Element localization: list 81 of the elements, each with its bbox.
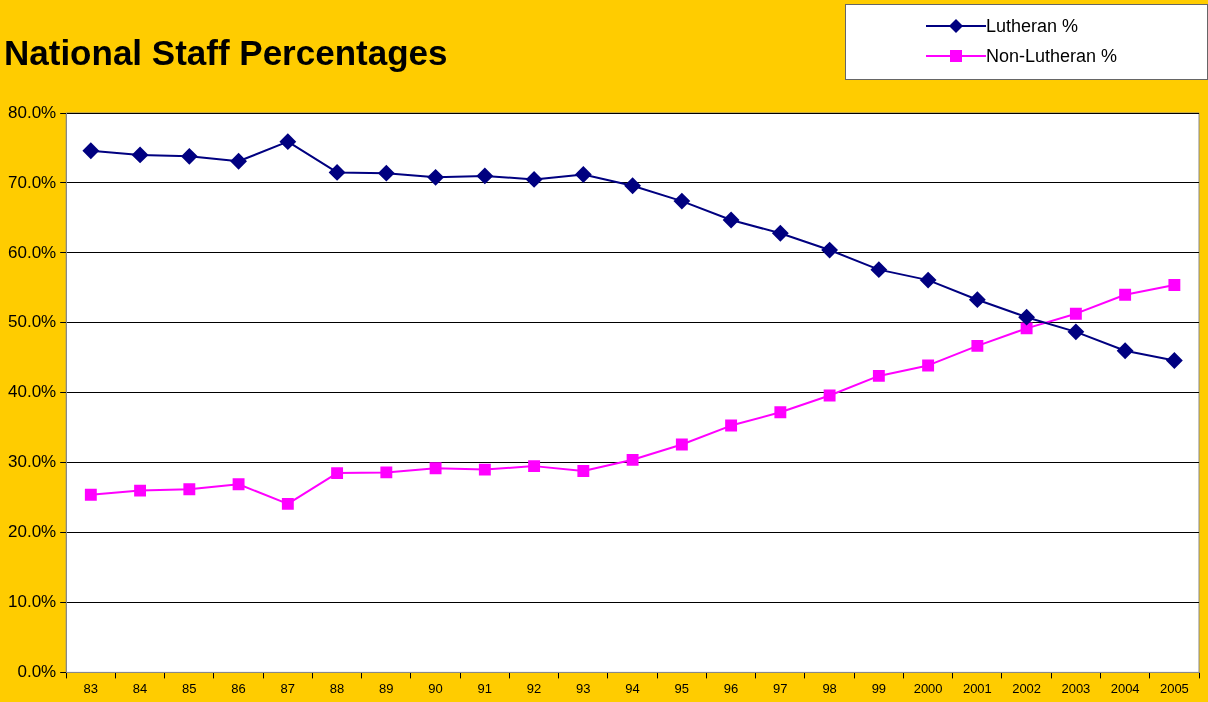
point	[1067, 323, 1084, 340]
point	[1018, 309, 1035, 326]
x-tick-label: 2001	[962, 680, 992, 696]
y-tick-label: 60.0%	[8, 242, 57, 262]
x-tick-label: 2003	[1061, 680, 1091, 696]
point	[626, 453, 639, 466]
x-tick-label: 88	[329, 680, 345, 696]
y-tick-label: 80.0%	[8, 102, 57, 122]
point	[723, 211, 740, 228]
point	[476, 167, 493, 184]
point	[478, 463, 491, 476]
x-tick-label: 83	[83, 680, 99, 696]
point	[922, 359, 935, 372]
point	[132, 146, 149, 163]
y-tick-label: 50.0%	[8, 312, 57, 332]
point	[134, 484, 147, 497]
x-tick-label: 92	[526, 680, 542, 696]
point	[673, 193, 690, 210]
point	[1119, 288, 1132, 301]
point	[329, 164, 346, 181]
x-tick-label: 2005	[1159, 680, 1189, 696]
point	[230, 153, 247, 170]
x-tick-label: 89	[379, 680, 394, 696]
y-tick-label: 40.0%	[8, 382, 57, 402]
point	[971, 339, 984, 352]
point	[1166, 352, 1183, 369]
point	[526, 171, 543, 188]
x-tick-label: 98	[822, 680, 837, 696]
point	[378, 165, 395, 182]
point	[380, 466, 393, 479]
point	[920, 272, 937, 289]
point	[1020, 322, 1033, 335]
chart-title: National Staff Percentages	[4, 32, 448, 72]
point	[528, 460, 541, 473]
x-tick-label: 96	[723, 680, 739, 696]
point	[872, 369, 885, 382]
x-tick-label: 90	[428, 680, 443, 696]
point	[575, 166, 592, 183]
point	[774, 406, 787, 419]
point	[1069, 307, 1082, 320]
y-tick-label: 30.0%	[8, 452, 57, 472]
y-tick-label: 20.0%	[8, 522, 57, 542]
point	[823, 389, 836, 402]
legend-label: Lutheran %	[986, 15, 1079, 37]
point	[624, 177, 641, 194]
y-tick-label: 0.0%	[17, 662, 57, 682]
x-tick-label: 93	[576, 680, 591, 696]
point	[232, 478, 245, 491]
point	[84, 488, 97, 501]
point	[427, 169, 444, 186]
point	[1117, 342, 1134, 359]
point	[870, 261, 887, 278]
x-tick-label: 2000	[913, 680, 943, 696]
point	[331, 467, 344, 480]
x-tick-label: 84	[132, 680, 148, 696]
point	[821, 242, 838, 259]
point	[82, 142, 99, 159]
x-tick-label: 85	[182, 680, 197, 696]
x-tick-label: 97	[773, 680, 788, 696]
y-tick-label: 10.0%	[8, 592, 57, 612]
point	[969, 291, 986, 308]
point	[577, 465, 590, 477]
point	[279, 133, 296, 150]
point	[725, 419, 738, 432]
point	[1168, 279, 1181, 291]
x-tick-label: 99	[871, 680, 887, 696]
x-tick-label: 91	[477, 680, 493, 696]
point	[183, 483, 196, 496]
legend-label: Non-Lutheran %	[986, 45, 1118, 67]
point	[181, 148, 198, 165]
x-tick-label: 86	[231, 680, 246, 696]
x-tick-label: 95	[674, 680, 690, 696]
point	[281, 497, 294, 510]
y-tick-label: 70.0%	[8, 172, 57, 192]
x-tick-label: 2004	[1110, 680, 1140, 696]
point	[772, 225, 789, 242]
x-tick-label: 87	[280, 680, 296, 696]
point	[429, 462, 442, 475]
point	[675, 438, 688, 451]
x-tick-label: 94	[625, 680, 640, 696]
x-tick-label: 2002	[1012, 680, 1042, 696]
